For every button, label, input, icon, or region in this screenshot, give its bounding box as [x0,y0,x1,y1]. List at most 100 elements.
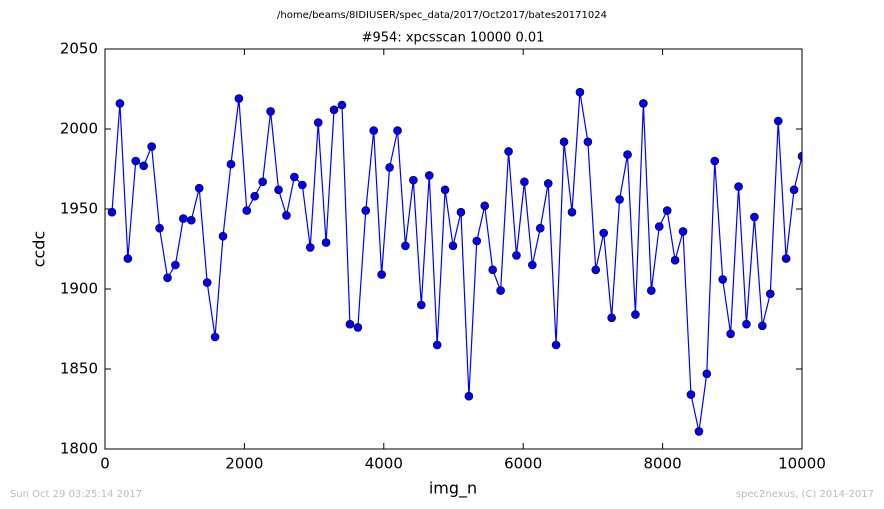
data-point [345,319,355,329]
data-point [765,289,775,299]
x-tick-label: 10000 [778,455,826,473]
data-point [321,238,331,247]
plot-area [107,87,802,436]
data-point [329,105,339,115]
data-point [512,251,521,260]
data-point [758,321,767,331]
footer-right: spec2nexus, (C) 2014-2017 [736,489,874,500]
data-point [266,107,275,116]
data-point [528,260,537,270]
data-point [742,319,751,329]
data-point [290,172,299,182]
data-point [409,175,418,185]
data-point [575,87,585,97]
data-point [416,300,426,310]
data-point [781,254,791,263]
data-point [464,391,474,401]
data-point [258,177,267,187]
data-point [583,137,593,147]
data-point [361,206,371,215]
data-point [599,228,609,238]
data-point [623,150,632,159]
data-point [734,182,743,191]
y-tick-label: 1950 [60,200,98,218]
data-point [710,156,720,166]
data-point [543,179,553,188]
data-point [385,163,394,172]
data-point [520,177,529,187]
data-point [337,100,347,110]
x-tick-label: 4000 [365,455,403,473]
data-point [163,273,172,283]
data-point [662,206,672,215]
data-point [353,323,363,332]
data-point [631,310,640,319]
data-point [218,231,228,241]
data-point [155,223,164,233]
data-point [432,340,442,350]
data-point [535,223,545,233]
data-point [139,161,148,171]
y-tick-label: 1850 [60,360,98,378]
data-point [567,207,577,217]
x-tick-label: 0 [100,455,110,473]
data-point [750,212,759,222]
x-tick-label: 8000 [644,455,682,473]
data-point [202,278,212,287]
data-point [234,94,244,103]
data-point [179,214,188,223]
x-tick-label: 6000 [504,455,542,473]
data-point [726,329,735,339]
data-point [250,191,260,201]
data-point [194,183,204,193]
footer-left: Sun Oct 29 03:25:14 2017 [10,489,142,500]
data-point [401,241,410,251]
data-point [305,243,315,252]
data-point [670,255,680,265]
data-point [131,156,141,166]
data-point [647,286,656,295]
data-point [654,222,664,231]
series-line [111,92,802,432]
data-point [210,332,220,342]
data-point [472,236,482,246]
data-point [686,390,696,399]
data-point [639,99,648,108]
x-axis-label: img_n [429,479,477,499]
data-point [496,286,505,295]
data-point [702,369,712,379]
data-point [504,147,513,156]
suptitle: /home/beams/8IDIUSER/spec_data/2017/Oct2… [277,10,607,21]
data-point [186,215,196,225]
y-tick-label: 2000 [60,120,98,138]
data-point [274,185,283,195]
data-point [488,265,497,275]
data-point [694,427,704,436]
data-point [242,206,252,215]
data-point [773,116,783,126]
chart-title: #954: xpcsscan 10000 0.01 [362,31,545,46]
data-point [797,151,802,161]
data-point [171,260,180,270]
data-point [789,185,799,195]
data-point [377,270,386,279]
data-point [282,211,291,220]
x-tick-label: 2000 [225,455,263,473]
data-point [226,159,236,169]
data-point [440,185,450,195]
data-point [615,195,624,204]
y-tick-label: 1800 [60,440,98,458]
data-point [313,118,323,127]
data-point [107,207,117,217]
y-axis-label: ccdc [30,231,49,268]
data-point [115,99,125,108]
data-point [369,126,378,135]
data-point [147,142,156,151]
data-point [559,137,569,147]
data-point [551,340,561,350]
data-point [718,275,727,284]
data-point [607,313,616,323]
y-tick-label: 1900 [60,280,98,298]
data-point [393,126,402,135]
